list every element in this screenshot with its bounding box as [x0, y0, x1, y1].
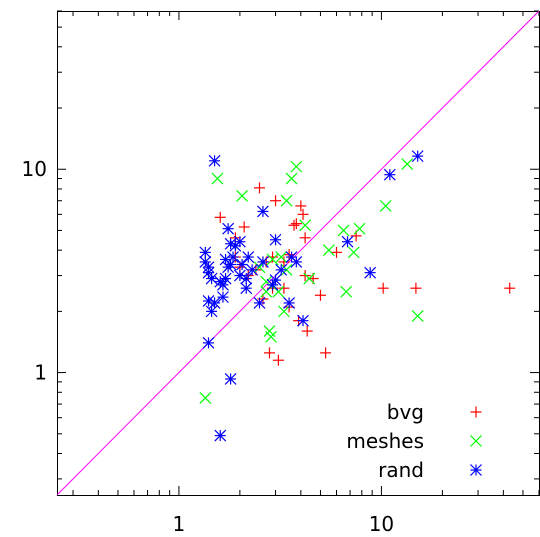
rand-point: [225, 259, 236, 270]
rand-point: [257, 256, 268, 267]
rand-point: [223, 223, 234, 234]
x-tick-label: 10: [369, 512, 394, 536]
bvg-point: [410, 283, 421, 294]
rand-point: [270, 275, 281, 286]
legend-label-meshes: meshes: [346, 429, 424, 453]
bvg-point: [298, 209, 309, 220]
rand-point: [234, 236, 245, 247]
bvg-point: [273, 355, 284, 366]
bvg-point: [270, 195, 281, 206]
rand-point: [241, 283, 252, 294]
plot-area: [57, 11, 539, 495]
data-points: [200, 151, 515, 441]
bvg-point: [378, 283, 389, 294]
bvg-point: [295, 200, 306, 211]
meshes-point: [281, 195, 292, 206]
rand-point: [384, 169, 395, 180]
meshes-point: [348, 247, 359, 258]
rand-point: [237, 259, 248, 270]
bvg-point: [302, 326, 313, 337]
rand-point: [220, 273, 231, 284]
bvg-point: [331, 247, 342, 258]
rand-point: [342, 236, 353, 247]
rand-point: [209, 297, 220, 308]
rand-point: [298, 315, 309, 326]
rand-point: [206, 306, 217, 317]
bvg-point: [288, 220, 299, 231]
rand-point: [200, 247, 211, 258]
bvg-point: [504, 283, 515, 294]
bvg-point: [254, 182, 265, 193]
meshes-point: [212, 173, 223, 184]
meshes-point: [354, 223, 365, 234]
rand-point: [365, 267, 376, 278]
meshes-point: [237, 190, 248, 201]
bvg-point: [215, 212, 226, 223]
bvg-point: [315, 290, 326, 301]
rand-point: [203, 267, 214, 278]
tick-labels: 1 10 1 10: [22, 157, 395, 536]
meshes-point: [200, 392, 211, 403]
meshes-point: [286, 173, 297, 184]
rand-point: [247, 264, 258, 275]
meshes-point: [291, 161, 302, 172]
plot-frame: [58, 12, 540, 496]
legend: bvg meshes rand: [346, 400, 481, 482]
meshes-point: [341, 286, 352, 297]
legend-marker-meshes: [471, 436, 482, 447]
legend-marker-rand: [471, 465, 482, 476]
rand-point: [228, 252, 239, 263]
meshes-point: [402, 159, 413, 170]
rand-point: [243, 252, 254, 263]
legend-marker-bvg: [471, 407, 482, 418]
rand-point: [215, 430, 226, 441]
meshes-point: [300, 220, 311, 231]
meshes-point: [380, 200, 391, 211]
bvg-point: [320, 347, 331, 358]
bvg-point: [239, 221, 250, 232]
rand-point: [209, 155, 220, 166]
rand-point: [254, 297, 265, 308]
meshes-point: [412, 310, 423, 321]
rand-point: [217, 292, 228, 303]
rand-point: [206, 273, 217, 284]
rand-point: [284, 297, 295, 308]
rand-point: [270, 234, 281, 245]
y-tick-label: 1: [34, 361, 47, 385]
rand-point: [225, 238, 236, 249]
y-tick-label: 10: [22, 157, 47, 181]
rand-point: [291, 256, 302, 267]
rand-point: [234, 270, 245, 281]
bvg-point: [264, 347, 275, 358]
legend-label-rand: rand: [378, 458, 424, 482]
rand-point: [276, 264, 287, 275]
rand-point: [203, 337, 214, 348]
reference-diagonal-line: [57, 11, 539, 495]
x-tick-label: 1: [173, 512, 186, 536]
meshes-point: [323, 245, 334, 256]
legend-label-bvg: bvg: [387, 400, 424, 424]
meshes-point: [338, 225, 349, 236]
rand-point: [225, 373, 236, 384]
rand-point: [257, 206, 268, 217]
rand-point: [412, 151, 423, 162]
